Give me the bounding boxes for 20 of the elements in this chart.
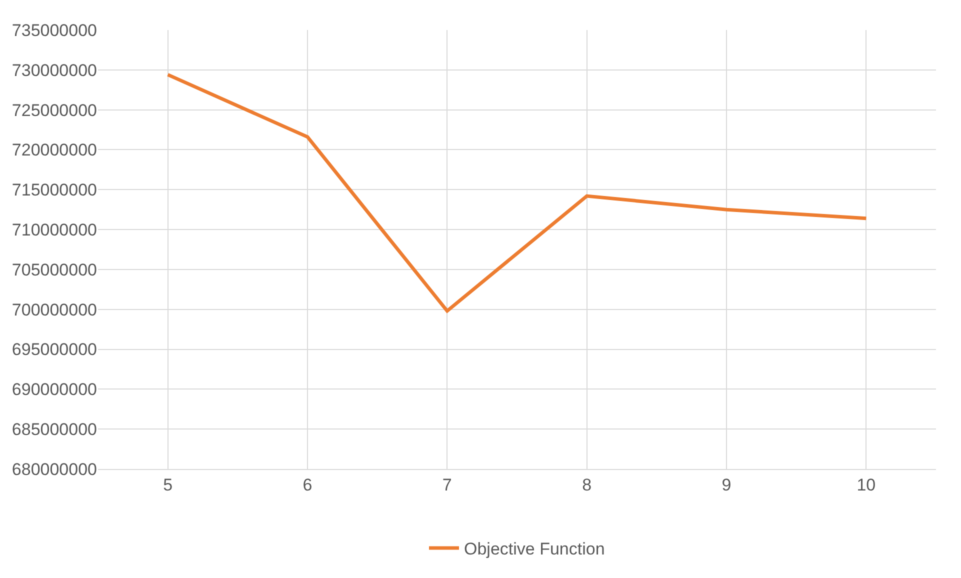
y-tick-label: 695000000 xyxy=(12,340,97,360)
y-tick-label: 730000000 xyxy=(12,60,97,80)
y-tick-label: 680000000 xyxy=(12,460,97,479)
x-tick-label: 10 xyxy=(856,475,876,494)
x-tick-label: 9 xyxy=(722,475,732,494)
y-tick-label: 705000000 xyxy=(12,260,97,280)
y-tick-label: 720000000 xyxy=(12,140,97,160)
y-tick-label: 700000000 xyxy=(12,300,97,320)
line-series xyxy=(166,72,868,313)
x-tick-label: 8 xyxy=(582,475,592,494)
x-tick-label: 6 xyxy=(302,475,312,494)
y-tick-label: 685000000 xyxy=(12,420,97,440)
y-tick-label: 735000000 xyxy=(12,20,97,40)
y-tick-label: 690000000 xyxy=(12,380,97,400)
y-tick-label: 715000000 xyxy=(12,180,97,200)
y-tick-label: 710000000 xyxy=(12,220,97,240)
x-tick-label: 5 xyxy=(163,475,173,494)
y-tick-label: 725000000 xyxy=(12,100,97,120)
legend-label: Objective Function xyxy=(464,540,605,559)
x-tick-label: 7 xyxy=(442,475,452,494)
